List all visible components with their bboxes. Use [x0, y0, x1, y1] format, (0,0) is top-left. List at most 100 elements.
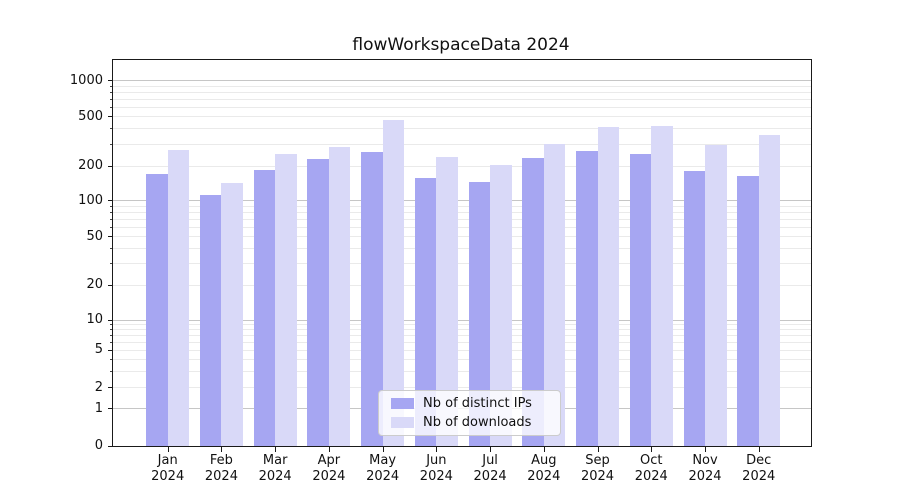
bar-distinct-ips-nov — [683, 171, 705, 446]
legend-swatch-distinct-ips — [391, 398, 414, 409]
x-tick-label-jun: Jun 2024 — [404, 453, 468, 485]
gridline-minor-400 — [113, 128, 811, 130]
x-tick-feb — [221, 447, 223, 452]
gridline-minor-80 — [113, 212, 811, 214]
gridline-minor-5 — [113, 349, 811, 351]
bar-distinct-ips-may — [361, 152, 383, 446]
y-minor-tick-400 — [110, 128, 112, 130]
bar-distinct-ips-oct — [629, 154, 652, 446]
y-minor-tick-6 — [110, 341, 112, 343]
bar-distinct-ips-mar — [253, 170, 276, 446]
y-tick-label-1000: 1000 — [69, 72, 103, 88]
x-tick-label-apr: Apr 2024 — [297, 453, 361, 485]
x-label-month-may: May — [369, 453, 397, 468]
x-label-month-apr: Apr — [317, 453, 341, 468]
gridline-minor-6 — [113, 341, 811, 343]
y-tick-10 — [108, 319, 112, 321]
y-tick-5 — [108, 349, 112, 351]
bar-downloads-may — [382, 120, 405, 446]
y-minor-tick-3 — [110, 370, 112, 372]
y-tick-1 — [108, 408, 112, 410]
bar-downloads-apr — [328, 146, 351, 446]
y-minor-tick-7 — [110, 335, 112, 337]
x-label-month-nov: Nov — [692, 453, 718, 468]
x-label-year-mar: 2024 — [258, 469, 292, 484]
gridline-minor-7 — [113, 335, 811, 337]
y-tick-2 — [108, 387, 112, 389]
y-tick-label-500: 500 — [78, 109, 103, 125]
x-label-year-jun: 2024 — [419, 469, 453, 484]
bar-downloads-sep — [597, 127, 620, 446]
bar-downloads-jun — [436, 156, 458, 446]
plot-area: Nb of distinct IPs Nb of downloads 0 1 2 5 1… — [70, 59, 812, 484]
y-minor-tick-40 — [110, 248, 112, 250]
x-label-month-jan: Jan — [157, 453, 178, 468]
x-tick-label-feb: Feb 2024 — [189, 453, 253, 485]
gridline-minor-800 — [113, 91, 811, 93]
y-minor-tick-600 — [110, 106, 112, 108]
y-tick-1000 — [108, 80, 112, 82]
gridline-minor-40 — [113, 248, 811, 250]
gridline-minor-60 — [113, 226, 811, 228]
x-tick-dec — [758, 447, 760, 452]
x-tick-label-oct: Oct 2024 — [619, 453, 683, 485]
gridline-minor-500 — [113, 116, 811, 118]
y-minor-tick-9 — [110, 324, 112, 326]
x-tick-label-mar: Mar 2024 — [243, 453, 307, 485]
x-tick-label-jul: Jul 2024 — [458, 453, 522, 485]
y-minor-tick-300 — [110, 143, 112, 145]
gridline-major-1000 — [113, 80, 811, 82]
y-tick-20 — [108, 284, 112, 286]
x-tick-may — [382, 447, 384, 452]
bar-distinct-ips-jun — [414, 178, 437, 446]
x-tick-mar — [275, 447, 277, 452]
x-label-month-sep: Sep — [585, 453, 610, 468]
gridline-minor-90 — [113, 205, 811, 207]
x-label-year-apr: 2024 — [312, 469, 346, 484]
gridline-minor-700 — [113, 98, 811, 100]
bar-distinct-ips-jul — [468, 181, 491, 446]
y-minor-tick-4 — [110, 359, 112, 361]
y-tick-0 — [108, 445, 112, 447]
x-tick-jun — [436, 447, 438, 452]
gridline-major-100 — [113, 200, 811, 202]
bar-distinct-ips-sep — [576, 150, 598, 446]
gridline-minor-4 — [113, 359, 811, 361]
x-tick-aug — [543, 447, 545, 452]
gridline-minor-20 — [113, 284, 811, 286]
gridline-minor-2 — [113, 387, 811, 389]
bar-distinct-ips-feb — [199, 195, 222, 446]
x-label-year-may: 2024 — [366, 469, 400, 484]
y-tick-label-10: 10 — [86, 312, 103, 328]
bar-distinct-ips-apr — [307, 159, 329, 446]
bar-downloads-dec — [758, 134, 781, 446]
y-tick-100 — [108, 200, 112, 202]
x-tick-jan — [167, 447, 169, 452]
y-tick-500 — [108, 116, 112, 118]
x-tick-oct — [651, 447, 653, 452]
y-tick-label-0: 0 — [94, 438, 103, 454]
legend-label-distinct-ips: Nb of distinct IPs — [423, 396, 532, 411]
x-label-year-sep: 2024 — [580, 469, 615, 484]
legend-item-downloads: Nb of downloads — [391, 415, 550, 430]
gridline-minor-900 — [113, 85, 811, 87]
y-minor-tick-70 — [110, 218, 112, 220]
x-tick-label-may: May 2024 — [351, 453, 415, 485]
y-tick-label-100: 100 — [78, 193, 103, 209]
y-minor-tick-60 — [110, 226, 112, 228]
x-label-year-jul: 2024 — [473, 469, 507, 484]
x-label-month-mar: Mar — [262, 453, 288, 468]
gridline-minor-70 — [113, 218, 811, 220]
legend-swatch-downloads — [391, 417, 414, 428]
y-minor-tick-900 — [110, 85, 112, 87]
legend: Nb of distinct IPs Nb of downloads — [378, 390, 561, 436]
x-label-year-feb: 2024 — [204, 469, 238, 484]
x-tick-label-dec: Dec 2024 — [727, 453, 791, 485]
gridline-minor-600 — [113, 106, 811, 108]
x-label-month-aug: Aug — [531, 453, 557, 468]
gridline-minor-8 — [113, 329, 811, 331]
bar-downloads-feb — [221, 182, 243, 446]
legend-item-distinct-ips: Nb of distinct IPs — [391, 396, 550, 411]
gridline-minor-50 — [113, 236, 811, 238]
